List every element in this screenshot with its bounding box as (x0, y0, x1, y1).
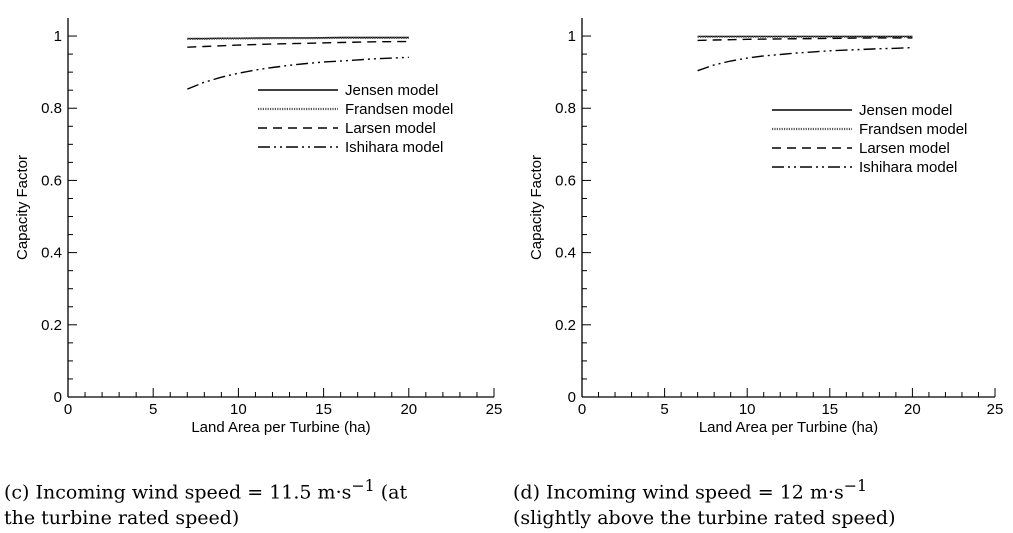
legend: Jensen model Frandsen model Larsen model Is… (258, 82, 453, 156)
caption-d-line2: (slightly above the turbine rated speed) (513, 507, 896, 530)
chart-panel-c: 0 5 10 15 20 25 0 0.2 0.4 0.6 0.8 1 Land Area per Tu… (14, 18, 502, 436)
y-tick-label: 0.2 (555, 317, 576, 334)
legend-label: Frandsen model (859, 121, 967, 138)
y-axis-label: Capacity Factor (14, 155, 31, 260)
caption-c: (c) Incoming wind speed = 11.5 m·s−1 (at… (4, 473, 504, 531)
legend-label: Frandsen model (345, 101, 453, 118)
x-tick-label: 0 (64, 401, 72, 418)
legend-label: Jensen model (345, 82, 438, 99)
x-tick-label: 10 (739, 401, 756, 418)
x-tick-label: 0 (578, 401, 586, 418)
x-tick-label: 20 (904, 401, 921, 418)
series-line-ishihara-model (187, 56, 409, 90)
legend-label: Larsen model (345, 120, 436, 137)
x-tick-label: 15 (821, 401, 838, 418)
chart-panel-d: 0 5 10 15 20 25 0 0.2 0.4 0.6 0.8 1 Land Area per Tu… (528, 18, 1003, 436)
legend-label: Larsen model (859, 140, 950, 157)
series-line-larsen-model (697, 37, 913, 42)
y-tick-label: 0 (54, 389, 62, 406)
series-line-frandsen-model (187, 36, 409, 41)
caption-c-line1: (c) Incoming wind speed = 11.5 m·s (4, 481, 352, 504)
y-axis-label: Capacity Factor (528, 155, 545, 260)
caption-c-line2: the turbine rated speed) (4, 507, 240, 530)
legend-label: Ishihara model (345, 139, 443, 156)
y-tick-label: 0.8 (555, 100, 576, 117)
y-tick-label: 1 (54, 28, 62, 45)
legend: Jensen model Frandsen model Larsen model Is… (772, 102, 967, 176)
x-tick-label: 20 (400, 401, 417, 418)
x-axis-label: Land Area per Turbine (ha) (191, 419, 370, 436)
x-tick-label: 5 (660, 401, 668, 418)
caption-d: (d) Incoming wind speed = 12 m·s−1 (slig… (513, 473, 1013, 531)
y-tick-label: 1 (568, 28, 576, 45)
legend-label: Ishihara model (859, 159, 957, 176)
x-tick-label: 5 (149, 401, 157, 418)
y-tick-label: 0.6 (555, 172, 576, 189)
series-line-ishihara-model (697, 46, 913, 72)
y-tick-label: 0.8 (41, 100, 62, 117)
caption-d-line1: (d) Incoming wind speed = 12 m·s (513, 481, 844, 504)
caption-c-line1-tail: (at (374, 481, 408, 504)
series-line-larsen-model (187, 40, 409, 48)
x-tick-label: 25 (987, 401, 1004, 418)
caption-c-exponent: −1 (351, 476, 375, 495)
x-axis-label: Land Area per Turbine (ha) (699, 419, 878, 436)
y-tick-label: 0.2 (41, 317, 62, 334)
legend-label: Jensen model (859, 102, 952, 119)
caption-d-exponent: −1 (843, 476, 868, 495)
y-tick-label: 0 (568, 389, 576, 406)
x-tick-label: 10 (230, 401, 247, 418)
x-tick-label: 15 (315, 401, 332, 418)
y-tick-label: 0.4 (555, 245, 576, 262)
x-tick-label: 25 (486, 401, 503, 418)
y-tick-label: 0.4 (41, 245, 62, 262)
y-tick-label: 0.6 (41, 172, 62, 189)
